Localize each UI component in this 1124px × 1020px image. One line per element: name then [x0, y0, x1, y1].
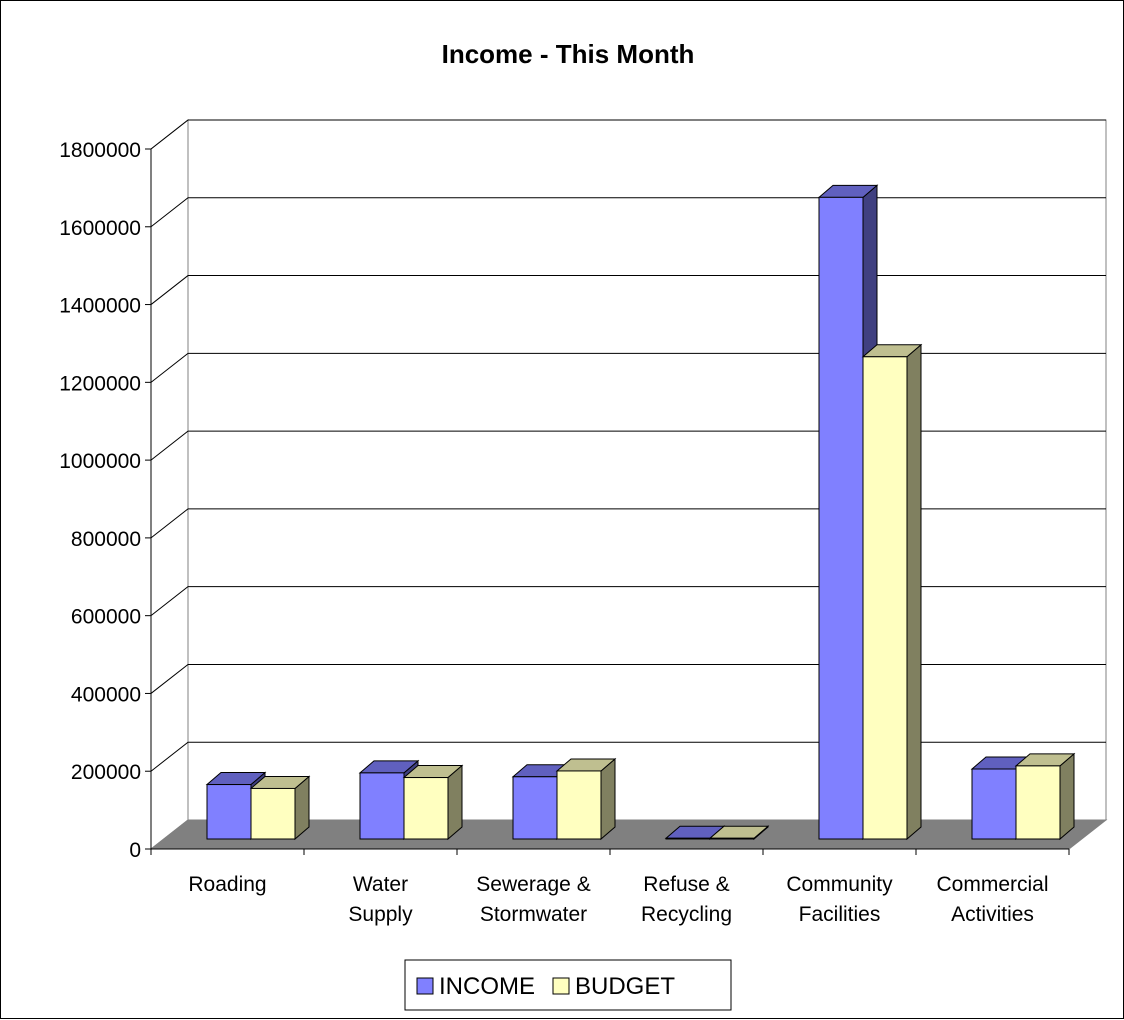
legend-label: INCOME: [439, 973, 535, 1000]
bars: [205, 184, 1076, 841]
bar-side: [600, 757, 616, 841]
x-tick-label: Commercial Activities: [936, 873, 1048, 926]
legend-swatch: [552, 977, 570, 995]
bar-side: [447, 764, 463, 841]
x-tick-label: Water Supply: [348, 873, 413, 926]
gridline: [150, 508, 1106, 539]
bar-front: [971, 768, 1017, 840]
gridline: [150, 352, 1106, 383]
bar-front: [512, 776, 558, 840]
y-tick-label: 1800000: [59, 139, 141, 162]
bar-front: [862, 356, 908, 840]
bar: [402, 764, 464, 841]
bar: [861, 343, 923, 841]
chart-title: Income - This Month: [442, 39, 695, 69]
gridline: [150, 119, 1106, 150]
bar-front: [665, 837, 711, 840]
gridline: [150, 197, 1106, 228]
y-tick-label: 600000: [71, 606, 141, 629]
bar: [708, 825, 770, 841]
gridlines: [150, 119, 1106, 772]
y-tick-label: 200000: [71, 761, 141, 784]
plot-walls: [149, 118, 1108, 851]
legend: INCOME BUDGET: [404, 959, 732, 1011]
y-tick-label: 400000: [71, 683, 141, 706]
bar-side: [1059, 752, 1075, 841]
gridline: [150, 430, 1106, 461]
x-tick-label: Refuse & Recycling: [641, 873, 732, 926]
bar-side: [906, 343, 922, 841]
gridline: [150, 275, 1106, 305]
y-tick-label: 1000000: [59, 450, 141, 473]
bar-front: [403, 777, 449, 840]
bar: [1014, 752, 1076, 841]
gridline: [150, 663, 1106, 694]
x-axis: Roading Water Supply Sewerage & Stormwater Re…: [150, 848, 1070, 926]
gridline: [150, 741, 1106, 772]
y-tick-label: 1600000: [59, 217, 141, 240]
gridline: [150, 586, 1106, 617]
x-tick-label: Roading: [188, 873, 266, 896]
legend-label: BUDGET: [575, 973, 675, 1000]
bar: [249, 775, 311, 841]
y-tick-label: 1400000: [59, 295, 141, 318]
bar-front: [556, 770, 602, 840]
side-wall: [150, 118, 189, 851]
bar-front: [818, 196, 864, 840]
bar-front: [250, 787, 296, 840]
back-wall: [187, 119, 1107, 821]
y-tick-label: 0: [129, 839, 141, 862]
y-tick-label: 800000: [71, 528, 141, 551]
y-axis: 0 200000 400000 600000 800000 1000000 1200000 1…: [59, 139, 152, 862]
bar-front: [206, 784, 252, 840]
bar: [555, 757, 617, 841]
y-tick-label: 1200000: [59, 372, 141, 395]
bar-front: [1015, 765, 1061, 840]
x-tick-label: Community Facilities: [786, 873, 893, 926]
x-tick-label: Sewerage & Stormwater: [476, 873, 590, 926]
bar-front: [709, 837, 755, 840]
legend-swatch: [416, 977, 434, 995]
bar-front: [359, 772, 405, 840]
